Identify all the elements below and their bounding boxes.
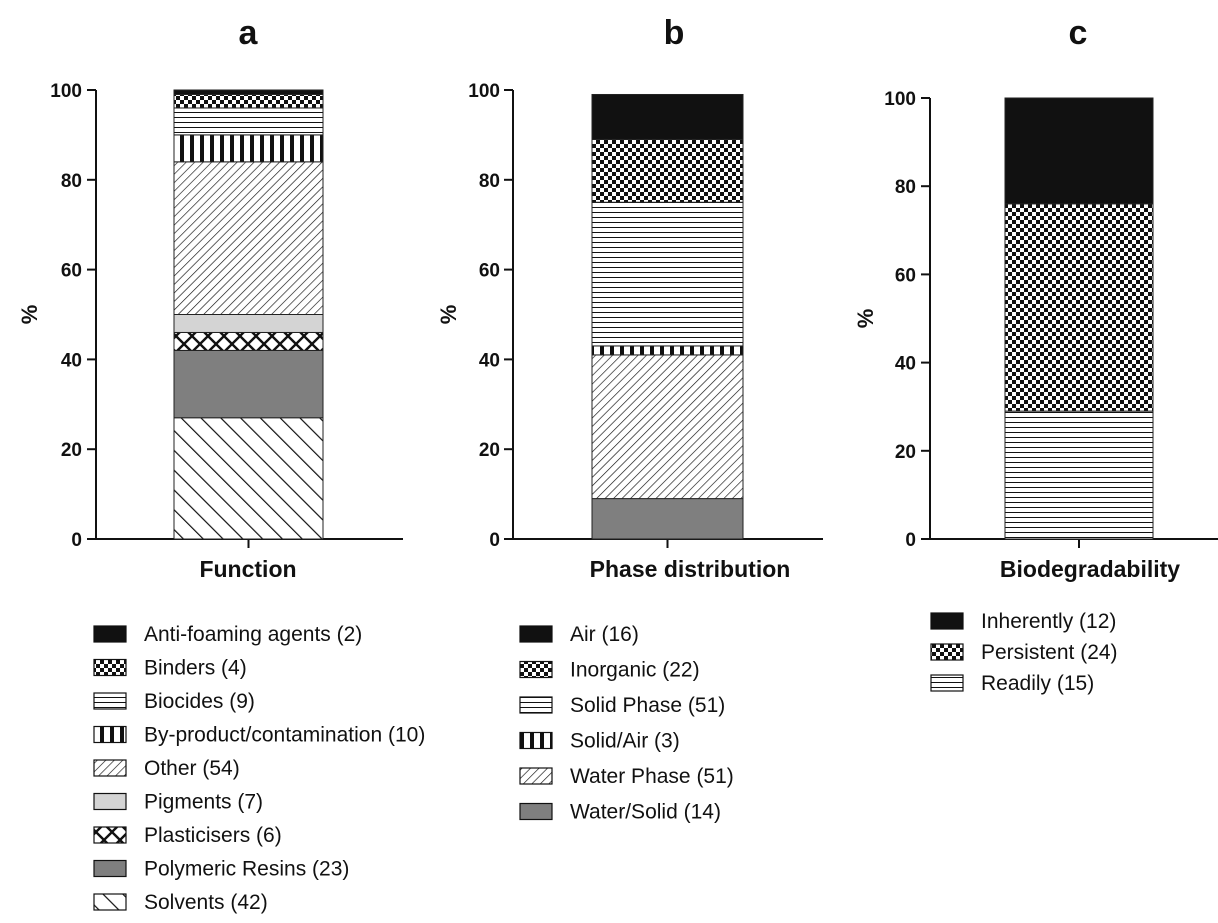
bar-segment (173, 161, 324, 315)
bar-segment (591, 345, 744, 356)
legend-label: Other (54) (144, 757, 240, 780)
legend-swatch (93, 759, 127, 777)
bar-segment (173, 314, 324, 333)
panel-letter: c (1069, 14, 1088, 52)
legend-label: By-product/contamination (10) (144, 724, 425, 747)
legend-swatch (519, 696, 553, 714)
legend-label: Persistent (24) (981, 641, 1118, 664)
legend-swatch (519, 802, 553, 821)
y-axis-label: % (17, 305, 42, 325)
legend-swatch (930, 643, 964, 661)
legend-label: Inherently (12) (981, 610, 1116, 633)
legend-label: Solid/Air (3) (570, 730, 680, 753)
legend-label: Readily (15) (981, 672, 1094, 695)
y-tick-label: 40 (895, 354, 916, 375)
legend-label: Plasticisers (6) (144, 824, 282, 847)
bar-segment (173, 93, 324, 109)
legend-label: Solid Phase (51) (570, 694, 725, 717)
legend-swatch (930, 612, 964, 630)
legend-swatch (93, 692, 127, 710)
legend-label: Inorganic (22) (570, 659, 700, 682)
y-tick-label: 20 (479, 440, 500, 461)
panel-c: c 0 20 40 60 80 100% Biodegradability Inherently… (853, 14, 1218, 695)
legend-swatch (519, 731, 553, 750)
y-axis-label: % (853, 309, 878, 329)
x-axis-label: Function (199, 556, 296, 582)
panel-b: b 0 20 40 60 80 100% Phase distribution Air (16)… (436, 14, 823, 824)
y-tick-label: 80 (61, 171, 82, 192)
legend-label: Biocides (9) (144, 690, 255, 713)
y-tick-label: 80 (895, 177, 916, 198)
legend-swatch (519, 660, 553, 679)
legend-label: Binders (4) (144, 657, 247, 680)
panel-a: a 0 20 40 60 80 100% Function Anti-foaming agent… (17, 14, 425, 914)
legend-swatch (930, 674, 964, 692)
bar-segment (1004, 203, 1154, 412)
legend-label: Anti-foaming agents (2) (144, 623, 362, 646)
legend-label: Water Phase (51) (570, 765, 734, 788)
bar-segment (1004, 410, 1154, 540)
bar-segment (173, 331, 324, 351)
legend-swatch (93, 625, 127, 643)
y-tick-label: 40 (61, 350, 82, 371)
y-tick-label: 100 (884, 89, 916, 110)
y-tick-label: 60 (895, 265, 916, 286)
y-tick-label: 60 (61, 261, 82, 282)
legend-swatch (93, 725, 127, 744)
y-tick-label: 80 (479, 171, 500, 192)
legend-swatch (93, 893, 127, 911)
bar-segment (173, 349, 324, 419)
y-tick-label: 20 (895, 442, 916, 463)
y-tick-label: 0 (71, 530, 82, 551)
legend-label: Solvents (42) (144, 891, 268, 914)
bar-segment (173, 89, 324, 95)
bar-segment (173, 134, 324, 163)
panel-letter: b (664, 14, 685, 52)
y-tick-label: 0 (905, 530, 916, 551)
y-tick-label: 60 (479, 261, 500, 282)
y-tick-label: 100 (50, 81, 82, 102)
y-tick-label: 20 (61, 440, 82, 461)
bar-segment (173, 417, 324, 540)
legend-label: Polymeric Resins (23) (144, 858, 349, 881)
bar-segment (591, 201, 744, 347)
legend-swatch (519, 625, 553, 643)
y-tick-label: 40 (479, 350, 500, 371)
legend-label: Pigments (7) (144, 791, 263, 814)
y-tick-label: 0 (489, 530, 500, 551)
legend-label: Air (16) (570, 623, 639, 646)
x-axis-label: Phase distribution (590, 556, 791, 582)
bar-segment (173, 107, 324, 136)
panel-letter: a (239, 14, 259, 52)
x-axis-label: Biodegradability (1000, 556, 1180, 582)
legend-swatch (93, 792, 127, 811)
legend-label: Water/Solid (14) (570, 801, 721, 824)
bar-segment (591, 498, 744, 540)
y-tick-label: 100 (468, 81, 500, 102)
bar-segment (591, 138, 744, 203)
legend-swatch (93, 826, 127, 844)
bar-segment (1004, 97, 1154, 205)
legend-swatch (93, 658, 127, 677)
bar-segment (591, 93, 744, 140)
legend-swatch (93, 859, 127, 878)
y-axis-label: % (436, 305, 461, 325)
bar-segment (591, 354, 744, 500)
legend-swatch (519, 767, 553, 785)
